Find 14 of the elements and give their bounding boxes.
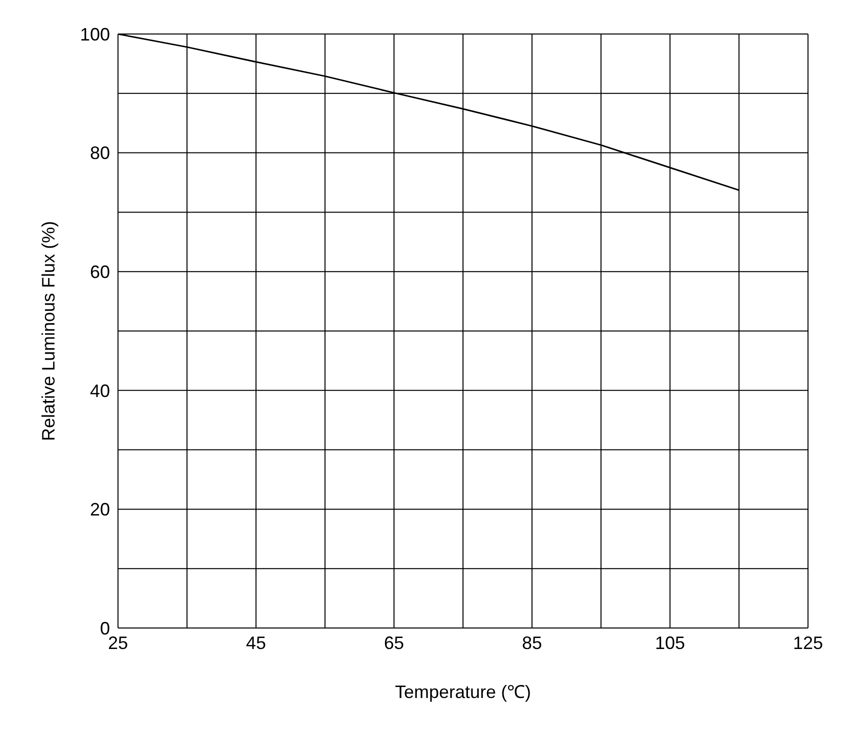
y-tick-label: 80 [90, 143, 110, 164]
y-tick-label: 60 [90, 262, 110, 282]
x-tick-label: 65 [384, 632, 404, 653]
y-tick-label: 20 [90, 500, 110, 520]
x-tick-label: 85 [522, 632, 542, 653]
x-axis-title: Temperature (℃) [394, 682, 532, 702]
x-tick-label: 45 [246, 632, 266, 653]
y-tick-label: 0 [100, 618, 110, 638]
x-tick-label: 105 [654, 632, 686, 653]
y-tick-label: 40 [90, 380, 110, 401]
y-tick-label: 100 [80, 24, 110, 44]
x-tick-label: 25 [108, 632, 128, 653]
y-axis-title: Relative Luminous Flux (%) [38, 220, 58, 442]
x-tick-label: 125 [792, 632, 824, 653]
